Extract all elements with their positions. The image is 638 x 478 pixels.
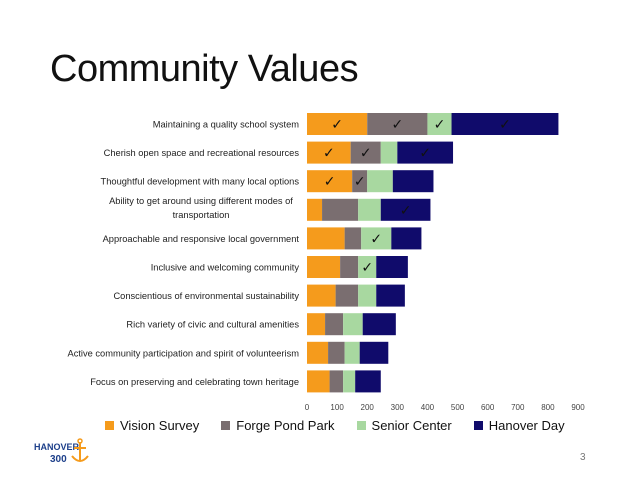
checkmark-icon: ✓ (331, 117, 343, 133)
category-label: Inclusive and welcoming community (151, 263, 300, 273)
category-label: Conscientious of environmental sustainab… (113, 291, 299, 301)
bar-segment (307, 284, 336, 307)
x-tick-label: 0 (305, 403, 310, 412)
bar-segment (307, 370, 330, 393)
category-label: Cherish open space and recreational reso… (104, 148, 300, 158)
bar-segment (344, 227, 362, 250)
bar-segment (362, 313, 396, 336)
checkmark-icon: ✓ (499, 117, 511, 133)
bar-segment (307, 227, 345, 250)
x-tick-label: 800 (541, 403, 555, 412)
bar-segment (322, 198, 359, 221)
bar-segment (391, 227, 422, 250)
bar-segment (361, 227, 392, 250)
bar-segment (307, 198, 323, 221)
x-tick-label: 400 (421, 403, 435, 412)
bar-segment (307, 170, 353, 193)
checkmark-icon: ✓ (391, 117, 403, 133)
bar-segment (380, 198, 431, 221)
legend-item: Vision Survey (105, 418, 199, 433)
bar-segment (343, 313, 363, 336)
legend-label: Hanover Day (488, 418, 565, 433)
hanover-300-logo: HANOVER 300 (34, 438, 94, 475)
legend-swatch (473, 421, 483, 430)
bar-segment (380, 141, 398, 164)
bar-segment (367, 113, 428, 135)
legend-item: Hanover Day (473, 418, 565, 433)
bar-segment (329, 370, 344, 393)
bar-segment (325, 313, 344, 336)
bar-segment (427, 113, 452, 135)
legend-item: Senior Center (356, 418, 452, 433)
bar-segment (335, 284, 359, 307)
svg-text:300: 300 (50, 454, 67, 465)
bar-segment (307, 341, 329, 364)
checkmark-icon: ✓ (360, 146, 372, 162)
anchor-logo-icon: HANOVER 300 (34, 438, 89, 465)
legend-swatch (221, 421, 231, 430)
bar-segment (307, 313, 326, 336)
bar-segment (344, 341, 360, 364)
x-tick-label: 600 (481, 403, 495, 412)
bar-segment (328, 341, 345, 364)
checkmark-icon: ✓ (370, 231, 382, 247)
bar-segment (359, 341, 389, 364)
bar-segment (307, 256, 341, 278)
checkmark-icon: ✓ (354, 174, 366, 190)
x-tick-label: 500 (451, 403, 465, 412)
category-label: Rich variety of civic and cultural ameni… (126, 320, 299, 330)
category-label: Maintaining a quality school system (153, 120, 299, 130)
category-label: Approachable and responsive local govern… (103, 234, 300, 244)
legend-item: Forge Pond Park (221, 418, 335, 433)
bar-segment (350, 141, 381, 164)
category-label: Ability to get around using different mo… (109, 196, 293, 206)
x-tick-label: 900 (571, 403, 585, 412)
checkmark-icon: ✓ (323, 146, 335, 162)
bar-segment (307, 141, 351, 164)
slide-title: Community Values (50, 48, 359, 90)
x-tick-label: 700 (511, 403, 525, 412)
legend-label: Forge Pond Park (236, 418, 335, 433)
bar-segment (451, 113, 559, 135)
category-label: Focus on preserving and celebrating town… (90, 377, 299, 387)
checkmark-icon: ✓ (324, 174, 336, 190)
checkmark-icon: ✓ (400, 203, 412, 219)
legend-swatch (105, 421, 114, 430)
x-tick-label: 100 (330, 403, 344, 412)
bar-segment (367, 170, 393, 193)
bar-segment (307, 113, 368, 135)
legend-label: Vision Survey (120, 418, 200, 433)
chart-legend: Vision Survey Forge Pond Park Senior Cente… (105, 418, 587, 433)
x-tick-label: 200 (361, 403, 375, 412)
bar-segment (355, 370, 381, 393)
category-label: Active community participation and spiri… (68, 348, 300, 358)
category-label: Thoughtful development with many local o… (101, 177, 300, 187)
checkmark-icon: ✓ (361, 260, 373, 276)
legend-swatch (356, 421, 366, 430)
bar-segment (340, 256, 359, 278)
bar-segment (376, 256, 408, 278)
bar-segment (358, 256, 377, 278)
svg-text:HANOVER: HANOVER (34, 442, 80, 452)
bar-segment (343, 370, 356, 393)
bar-segment (397, 141, 454, 164)
bar-segment (376, 284, 405, 307)
x-tick-label: 300 (391, 403, 405, 412)
bar-segment (358, 198, 381, 221)
category-label: transportation (173, 210, 230, 220)
page-number: 3 (580, 452, 586, 463)
checkmark-icon: ✓ (434, 117, 446, 133)
bar-segment (352, 170, 368, 193)
bar-segment (358, 284, 377, 307)
legend-label: Senior Center (371, 418, 452, 433)
bar-segment (392, 170, 434, 193)
checkmark-icon: ✓ (419, 146, 431, 162)
